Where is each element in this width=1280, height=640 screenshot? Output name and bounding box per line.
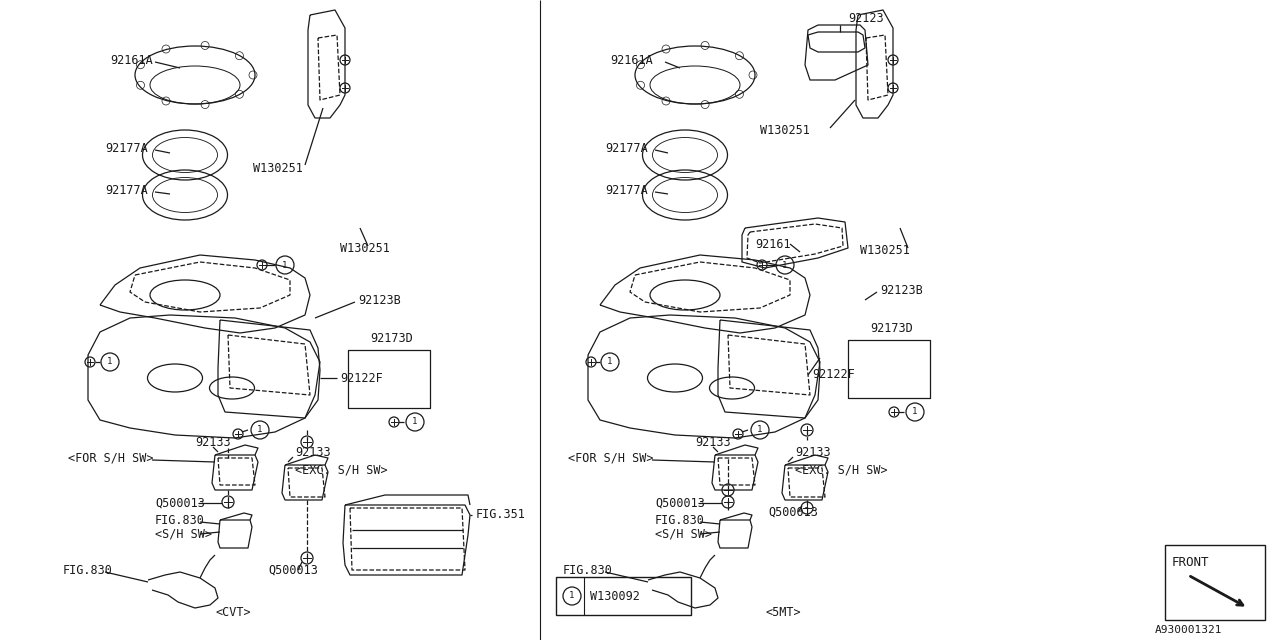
Text: 92123B: 92123B: [881, 284, 923, 296]
Text: FIG.830: FIG.830: [155, 513, 205, 527]
Text: <FOR S/H SW>: <FOR S/H SW>: [68, 451, 154, 465]
Text: 92122F: 92122F: [340, 371, 383, 385]
Text: 1: 1: [607, 358, 613, 367]
Text: 92177A: 92177A: [605, 184, 648, 196]
Text: 1: 1: [412, 417, 417, 426]
Text: <FOR S/H SW>: <FOR S/H SW>: [568, 451, 654, 465]
Text: Q500013: Q500013: [155, 497, 205, 509]
Text: Q500013: Q500013: [768, 506, 818, 518]
Text: W130251: W130251: [340, 241, 390, 255]
Text: FIG.351: FIG.351: [476, 509, 526, 522]
Text: 92123: 92123: [849, 12, 883, 24]
Text: <S/H SW>: <S/H SW>: [655, 527, 712, 541]
Text: Q500013: Q500013: [268, 563, 317, 577]
Text: 1: 1: [257, 426, 262, 435]
Text: 92161A: 92161A: [110, 54, 152, 67]
Text: 1: 1: [570, 591, 575, 600]
Text: 92173D: 92173D: [870, 321, 913, 335]
Text: 92122F: 92122F: [812, 369, 855, 381]
Text: W130092: W130092: [590, 589, 640, 602]
Text: W130251: W130251: [760, 124, 810, 136]
Text: 92161A: 92161A: [611, 54, 653, 67]
Text: <EXC. S/H SW>: <EXC. S/H SW>: [294, 463, 388, 477]
Text: 92177A: 92177A: [105, 141, 147, 154]
Text: 92133: 92133: [795, 447, 831, 460]
Text: 1: 1: [758, 426, 763, 435]
Text: 92133: 92133: [195, 436, 230, 449]
Text: 92177A: 92177A: [605, 141, 648, 154]
Text: W130251: W130251: [860, 243, 910, 257]
Text: <5MT>: <5MT>: [765, 605, 800, 618]
Text: 1: 1: [782, 260, 787, 269]
Text: <EXC. S/H SW>: <EXC. S/H SW>: [795, 463, 887, 477]
Text: 92177A: 92177A: [105, 184, 147, 196]
Text: <S/H SW>: <S/H SW>: [155, 527, 212, 541]
Text: FIG.830: FIG.830: [655, 513, 705, 527]
Text: 1: 1: [108, 358, 113, 367]
Text: 92133: 92133: [695, 436, 731, 449]
Text: 1: 1: [913, 408, 918, 417]
Text: FIG.830: FIG.830: [563, 563, 613, 577]
Text: 92133: 92133: [294, 447, 330, 460]
Text: 92123B: 92123B: [358, 294, 401, 307]
Text: Q500013: Q500013: [655, 497, 705, 509]
Text: 92161: 92161: [755, 239, 791, 252]
Text: 1: 1: [283, 260, 288, 269]
Text: <CVT>: <CVT>: [215, 605, 251, 618]
Text: A930001321: A930001321: [1155, 625, 1222, 635]
Text: FRONT: FRONT: [1172, 556, 1210, 568]
Text: W130251: W130251: [253, 161, 303, 175]
Text: 92173D: 92173D: [370, 332, 412, 344]
Text: FIG.830: FIG.830: [63, 563, 113, 577]
